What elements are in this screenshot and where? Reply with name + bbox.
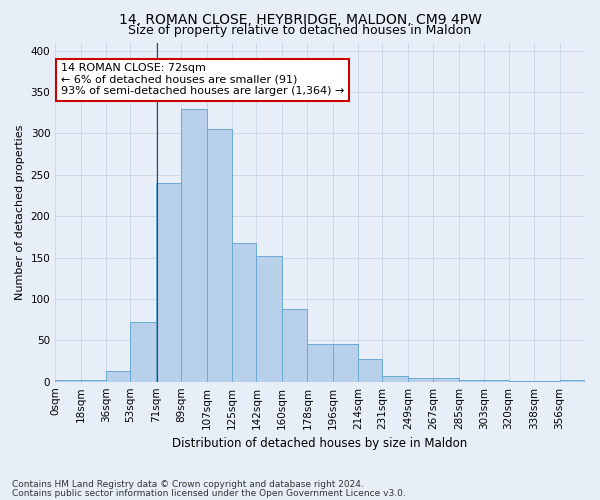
Bar (80, 380, 106, 382)
Bar (256, 256, 282, 382)
Bar (534, 381, 560, 382)
Bar (307, 344, 333, 382)
Y-axis label: Number of detached properties: Number of detached properties (15, 124, 25, 300)
Bar (408, 378, 433, 382)
Bar (560, 380, 585, 382)
Bar (333, 344, 358, 382)
Bar (358, 360, 382, 382)
Bar (433, 378, 459, 382)
Bar (459, 380, 484, 382)
Bar (232, 242, 256, 382)
Bar (130, 322, 156, 382)
Bar (282, 309, 307, 382)
Bar (509, 381, 534, 382)
Text: Contains public sector information licensed under the Open Government Licence v3: Contains public sector information licen… (12, 489, 406, 498)
Bar (156, 183, 181, 382)
Text: 14, ROMAN CLOSE, HEYBRIDGE, MALDON, CM9 4PW: 14, ROMAN CLOSE, HEYBRIDGE, MALDON, CM9 … (119, 12, 481, 26)
Bar (55, 380, 80, 382)
Bar (484, 380, 509, 382)
Bar (106, 371, 130, 382)
X-axis label: Distribution of detached houses by size in Maldon: Distribution of detached houses by size … (172, 437, 468, 450)
Text: 14 ROMAN CLOSE: 72sqm
← 6% of detached houses are smaller (91)
93% of semi-detac: 14 ROMAN CLOSE: 72sqm ← 6% of detached h… (61, 63, 344, 96)
Bar (382, 376, 408, 382)
Text: Contains HM Land Registry data © Crown copyright and database right 2024.: Contains HM Land Registry data © Crown c… (12, 480, 364, 489)
Bar (207, 130, 232, 382)
Text: Size of property relative to detached houses in Maldon: Size of property relative to detached ho… (128, 24, 472, 37)
Bar (181, 108, 207, 382)
